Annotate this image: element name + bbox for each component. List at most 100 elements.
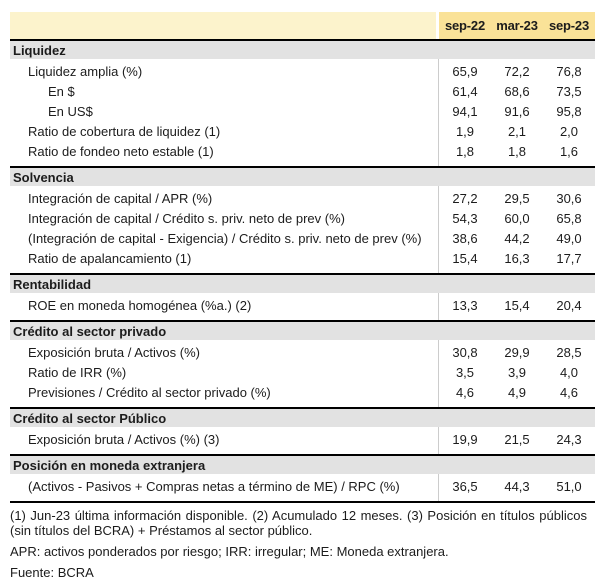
value-cell: 1,9 [455, 123, 475, 139]
column-header: mar-23 [496, 18, 538, 33]
section-title: Posición en moneda extranjera [10, 456, 595, 474]
table-row: Exposición bruta / Activos (%) 30,8 29,9 2… [10, 342, 595, 362]
row-label: Integración de capital / APR (%) [28, 190, 213, 206]
indicators-table: sep-22 mar-23 sep-23 Liquidez Liquidez amp… [10, 12, 595, 503]
column-header: sep-22 [445, 18, 485, 33]
row-label: Ratio de IRR (%) [28, 364, 127, 380]
table-section: Crédito al sector privado Exposición bru… [10, 320, 595, 407]
value-cell: 61,4 [452, 83, 478, 99]
value-cell: 68,6 [504, 83, 530, 99]
row-label: Ratio de fondeo neto estable (1) [28, 143, 214, 159]
value-cell: 27,2 [452, 190, 478, 206]
footnote-abbreviations: APR: activos ponderados por riesgo; IRR:… [10, 544, 449, 559]
value-cell: 3,9 [507, 364, 527, 380]
value-cell: 2,1 [507, 123, 527, 139]
row-label: (Activos - Pasivos + Compras netas a tér… [28, 478, 400, 494]
value-cell: 1,6 [559, 143, 579, 159]
column-headers: sep-22 mar-23 sep-23 [439, 12, 595, 39]
value-cell: 36,5 [452, 478, 478, 494]
row-values: 15,4 16,3 17,7 [439, 251, 595, 266]
value-cell: 13,3 [452, 297, 478, 313]
value-cell: 51,0 [556, 478, 582, 494]
value-cell: 38,6 [452, 230, 478, 246]
value-cell: 4,9 [507, 384, 527, 400]
value-cell: 21,5 [504, 431, 530, 447]
column-separator [438, 474, 439, 501]
row-values: 61,4 68,6 73,5 [439, 84, 595, 99]
section-rows: Liquidez amplia (%) 65,9 72,2 76,8 En $ 61… [10, 59, 595, 166]
table-row: Ratio de fondeo neto estable (1) 1,8 1,8 1… [10, 141, 595, 161]
table-row: Ratio de apalancamiento (1) 15,4 16,3 17,7 [10, 248, 595, 268]
section-rows: Integración de capital / APR (%) 27,2 29,… [10, 186, 595, 273]
table-section: Liquidez Liquidez amplia (%) 65,9 72,2 76,… [10, 39, 595, 166]
row-label: Liquidez amplia (%) [28, 63, 143, 79]
row-label: (Integración de capital - Exigencia) / C… [28, 230, 422, 246]
value-cell: 24,3 [556, 431, 582, 447]
row-label: En $ [48, 83, 75, 99]
value-cell: 29,9 [504, 344, 530, 360]
table-row: ROE en moneda homogénea (%a.) (2) 13,3 15… [10, 295, 595, 315]
table-row: Previsiones / Crédito al sector privado … [10, 382, 595, 402]
section-title: Rentabilidad [10, 275, 595, 293]
table-row: Integración de capital / APR (%) 27,2 29,… [10, 188, 595, 208]
row-label: ROE en moneda homogénea (%a.) (2) [28, 297, 252, 313]
table-row: En US$ 94,1 91,6 95,8 [10, 101, 595, 121]
table-section: Solvencia Integración de capital / APR (… [10, 166, 595, 273]
value-cell: 4,6 [455, 384, 475, 400]
row-values: 1,8 1,8 1,6 [439, 144, 595, 159]
value-cell: 4,0 [559, 364, 579, 380]
value-cell: 30,8 [452, 344, 478, 360]
value-cell: 28,5 [556, 344, 582, 360]
table-row: Ratio de cobertura de liquidez (1) 1,9 2,… [10, 121, 595, 141]
column-separator [438, 293, 439, 320]
table-row: Ratio de IRR (%) 3,5 3,9 4,0 [10, 362, 595, 382]
table-section: Crédito al sector Público Exposición bru… [10, 407, 595, 454]
table-row: Exposición bruta / Activos (%) (3) 19,9 2… [10, 429, 595, 449]
value-cell: 15,4 [504, 297, 530, 313]
column-header: sep-23 [549, 18, 589, 33]
row-values: 4,6 4,9 4,6 [439, 385, 595, 400]
row-values: 65,9 72,2 76,8 [439, 64, 595, 79]
value-cell: 44,2 [504, 230, 530, 246]
value-cell: 16,3 [504, 250, 530, 266]
table-row: Liquidez amplia (%) 65,9 72,2 76,8 [10, 61, 595, 81]
table-section: Rentabilidad ROE en moneda homogénea (%a… [10, 273, 595, 320]
value-cell: 73,5 [556, 83, 582, 99]
row-values: 19,9 21,5 24,3 [439, 432, 595, 447]
value-cell: 60,0 [504, 210, 530, 226]
value-cell: 30,6 [556, 190, 582, 206]
header-divider [436, 12, 439, 39]
table-section: Posición en moneda extranjera (Activos -… [10, 454, 595, 501]
value-cell: 1,8 [455, 143, 475, 159]
row-values: 94,1 91,6 95,8 [439, 104, 595, 119]
value-cell: 54,3 [452, 210, 478, 226]
row-label: Ratio de apalancamiento (1) [28, 250, 192, 266]
table-row: (Integración de capital - Exigencia) / C… [10, 228, 595, 248]
value-cell: 65,8 [556, 210, 582, 226]
header-spacer-cell [10, 12, 436, 39]
row-label: Previsiones / Crédito al sector privado … [28, 384, 271, 400]
value-cell: 44,3 [504, 478, 530, 494]
row-values: 27,2 29,5 30,6 [439, 191, 595, 206]
value-cell: 1,8 [507, 143, 527, 159]
footnote-numbered: (1) Jun-23 última información disponible… [10, 508, 587, 538]
value-cell: 95,8 [556, 103, 582, 119]
value-cell: 72,2 [504, 63, 530, 79]
value-cell: 15,4 [452, 250, 478, 266]
value-cell: 65,9 [452, 63, 478, 79]
column-separator [438, 186, 439, 273]
row-label: Exposición bruta / Activos (%) [28, 344, 200, 360]
section-title: Crédito al sector privado [10, 322, 595, 340]
table-row: (Activos - Pasivos + Compras netas a tér… [10, 476, 595, 496]
footnotes: (1) Jun-23 última información disponible… [10, 508, 587, 579]
row-label: En US$ [48, 103, 93, 119]
value-cell: 76,8 [556, 63, 582, 79]
row-values: 13,3 15,4 20,4 [439, 298, 595, 313]
value-cell: 3,5 [455, 364, 475, 380]
row-values: 38,6 44,2 49,0 [439, 231, 595, 246]
value-cell: 29,5 [504, 190, 530, 206]
section-title: Liquidez [10, 41, 595, 59]
section-title: Solvencia [10, 168, 595, 186]
row-label: Exposición bruta / Activos (%) (3) [28, 431, 220, 447]
